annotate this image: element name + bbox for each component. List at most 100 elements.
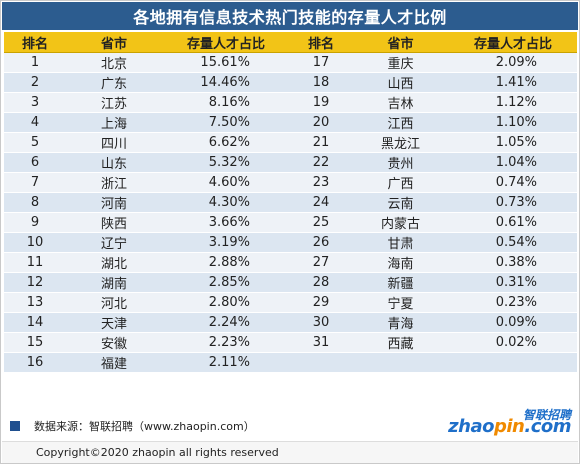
share-cell: 2.24% xyxy=(162,312,290,333)
share-cell: 2.80% xyxy=(162,292,290,313)
region-cell: 福建 xyxy=(66,352,162,373)
rank-cell: 2 xyxy=(4,72,66,93)
header-region: 省市 xyxy=(352,32,449,53)
source-note: 数据来源：智联招聘（www.zhaopin.com） xyxy=(4,415,577,437)
empty-cell xyxy=(290,352,352,373)
share-cell: 14.46% xyxy=(162,72,290,93)
share-cell: 2.88% xyxy=(162,252,290,273)
copyright-text: Copyright©2020 zhaopin all rights reserv… xyxy=(36,446,279,459)
table-row: 6 山东 5.32% 22 贵州 1.04% xyxy=(4,152,577,173)
region-cell: 青海 xyxy=(352,312,449,333)
table-row: 15 安徽 2.23% 31 西藏 0.02% xyxy=(4,332,577,353)
share-cell: 2.09% xyxy=(449,52,577,73)
table-row: 5 四川 6.62% 21 黑龙江 1.05% xyxy=(4,132,577,153)
rank-cell: 7 xyxy=(4,172,66,193)
table-row: 14 天津 2.24% 30 青海 0.09% xyxy=(4,312,577,333)
header-share: 存量人才占比 xyxy=(449,32,577,53)
region-cell: 上海 xyxy=(66,112,162,133)
share-cell: 8.16% xyxy=(162,92,290,113)
table-row: 10 辽宁 3.19% 26 甘肃 0.54% xyxy=(4,232,577,253)
region-cell: 江西 xyxy=(352,112,449,133)
copyright-bar: Copyright©2020 zhaopin all rights reserv… xyxy=(2,441,578,463)
region-cell: 河南 xyxy=(66,192,162,213)
table-row: 9 陕西 3.66% 25 内蒙古 0.61% xyxy=(4,212,577,233)
header-share: 存量人才占比 xyxy=(162,32,290,53)
rank-cell: 23 xyxy=(290,172,352,193)
region-cell: 黑龙江 xyxy=(352,132,449,153)
table-row: 3 江苏 8.16% 19 吉林 1.12% xyxy=(4,92,577,113)
share-cell: 1.04% xyxy=(449,152,577,173)
logo-cn-text: 智联招聘 xyxy=(522,408,571,422)
share-cell: 5.32% xyxy=(162,152,290,173)
rank-cell: 18 xyxy=(290,72,352,93)
share-cell: 0.02% xyxy=(449,332,577,353)
region-cell: 内蒙古 xyxy=(352,212,449,233)
share-cell: 0.23% xyxy=(449,292,577,313)
header-region: 省市 xyxy=(66,32,162,53)
rank-cell: 27 xyxy=(290,252,352,273)
rank-cell: 10 xyxy=(4,232,66,253)
data-table: 排名 省市 存量人才占比 排名 省市 存量人才占比 1 北京 15.61% 17 重庆 2… xyxy=(4,32,577,373)
square-bullet-icon xyxy=(10,421,20,431)
region-cell: 湖南 xyxy=(66,272,162,293)
region-cell: 西藏 xyxy=(352,332,449,353)
rank-cell: 17 xyxy=(290,52,352,73)
region-cell: 海南 xyxy=(352,252,449,273)
region-cell: 辽宁 xyxy=(66,232,162,253)
region-cell: 河北 xyxy=(66,292,162,313)
rank-cell: 13 xyxy=(4,292,66,313)
share-cell: 4.60% xyxy=(162,172,290,193)
table-body: 1 北京 15.61% 17 重庆 2.09% 2 广东 14.46% 18 山西 1.41% 3 江苏 8… xyxy=(4,52,577,373)
share-cell: 7.50% xyxy=(162,112,290,133)
rank-cell: 6 xyxy=(4,152,66,173)
share-cell: 15.61% xyxy=(162,52,290,73)
share-cell: 2.11% xyxy=(162,352,290,373)
header-rank: 排名 xyxy=(290,32,352,53)
share-cell: 3.66% xyxy=(162,212,290,233)
rank-cell: 24 xyxy=(290,192,352,213)
rank-cell: 8 xyxy=(4,192,66,213)
rank-cell: 4 xyxy=(4,112,66,133)
region-cell: 重庆 xyxy=(352,52,449,73)
region-cell: 吉林 xyxy=(352,92,449,113)
share-cell: 3.19% xyxy=(162,232,290,253)
share-cell: 1.10% xyxy=(449,112,577,133)
rank-cell: 14 xyxy=(4,312,66,333)
region-cell: 陕西 xyxy=(66,212,162,233)
rank-cell: 22 xyxy=(290,152,352,173)
share-cell: 2.85% xyxy=(162,272,290,293)
region-cell: 安徽 xyxy=(66,332,162,353)
region-cell: 湖北 xyxy=(66,252,162,273)
logo-en-b: pin xyxy=(493,416,525,437)
rank-cell: 26 xyxy=(290,232,352,253)
region-cell: 新疆 xyxy=(352,272,449,293)
logo-en-a: zhao xyxy=(448,416,494,437)
rank-cell: 12 xyxy=(4,272,66,293)
logo-en-c: .com xyxy=(524,416,571,437)
share-cell: 6.62% xyxy=(162,132,290,153)
rank-cell: 3 xyxy=(4,92,66,113)
rank-cell: 5 xyxy=(4,132,66,153)
rank-cell: 1 xyxy=(4,52,66,73)
share-cell: 2.23% xyxy=(162,332,290,353)
rank-cell: 30 xyxy=(290,312,352,333)
rank-cell: 11 xyxy=(4,252,66,273)
region-cell: 广西 xyxy=(352,172,449,193)
empty-cell xyxy=(449,352,577,373)
zhaopin-logo: 智联招聘 zhaopin.com xyxy=(448,406,571,437)
share-cell: 0.09% xyxy=(449,312,577,333)
rank-cell: 20 xyxy=(290,112,352,133)
table-row: 7 浙江 4.60% 23 广西 0.74% xyxy=(4,172,577,193)
region-cell: 天津 xyxy=(66,312,162,333)
empty-cell xyxy=(352,352,449,373)
rank-cell: 28 xyxy=(290,272,352,293)
region-cell: 山东 xyxy=(66,152,162,173)
share-cell: 4.30% xyxy=(162,192,290,213)
rank-cell: 15 xyxy=(4,332,66,353)
rank-cell: 25 xyxy=(290,212,352,233)
table-row: 8 河南 4.30% 24 云南 0.73% xyxy=(4,192,577,213)
share-cell: 0.74% xyxy=(449,172,577,193)
source-text: 数据来源：智联招聘（www.zhaopin.com） xyxy=(34,420,255,433)
share-cell: 0.54% xyxy=(449,232,577,253)
